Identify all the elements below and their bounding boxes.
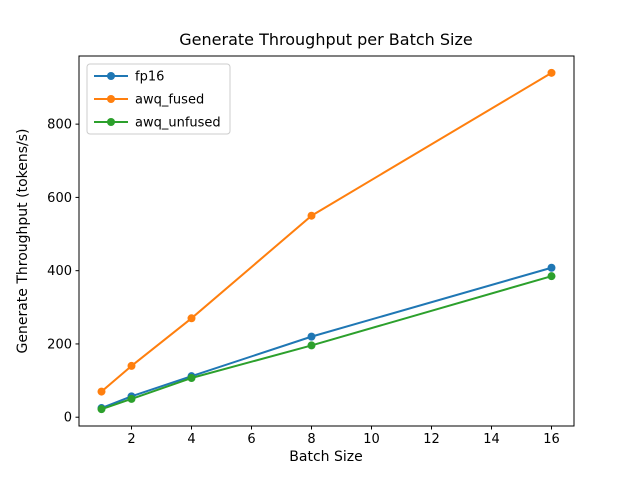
data-point-awq_fused: [547, 68, 556, 77]
x-tick-label: 12: [423, 432, 440, 447]
legend-box: [86, 63, 231, 135]
legend-label-fp16: fp16: [135, 70, 164, 85]
legend-marker-awq_unfused: [107, 118, 115, 126]
data-point-awq_unfused: [307, 341, 316, 350]
data-point-awq_fused: [127, 361, 136, 370]
x-tick-label: 2: [127, 432, 135, 447]
data-point-awq_unfused: [127, 394, 136, 403]
legend-label-awq_unfused: awq_unfused: [135, 116, 221, 131]
x-tick-label: 16: [543, 432, 560, 447]
data-point-awq_fused: [187, 314, 196, 323]
x-tick-label: 10: [363, 432, 380, 447]
x-tick-label: 6: [247, 432, 255, 447]
y-tick-label: 0: [64, 411, 72, 426]
x-axis-label: Batch Size: [289, 449, 362, 465]
y-axis-label: Generate Throughput (tokens/s): [15, 129, 31, 354]
x-tick-label: 14: [483, 432, 500, 447]
x-tick-label: 4: [187, 432, 195, 447]
y-tick-label: 400: [47, 264, 72, 279]
data-point-awq_fused: [97, 387, 106, 396]
data-point-awq_unfused: [97, 405, 106, 414]
series-lines: [97, 68, 556, 414]
data-point-fp16: [307, 332, 316, 341]
data-point-awq_unfused: [187, 374, 196, 383]
chart-title: Generate Throughput per Batch Size: [179, 30, 472, 49]
legend: fp16 awq_fused awq_unfused: [86, 63, 231, 135]
y-tick-label: 600: [47, 191, 72, 206]
legend-marker-fp16: [107, 72, 115, 80]
y-tick-label: 200: [47, 337, 72, 352]
data-point-awq_fused: [307, 211, 316, 220]
y-tick-label: 800: [47, 118, 72, 133]
data-point-fp16: [547, 263, 556, 272]
data-point-awq_unfused: [547, 272, 556, 281]
x-tick-label: 8: [307, 432, 315, 447]
legend-label-awq_fused: awq_fused: [135, 93, 204, 108]
legend-marker-awq_fused: [107, 95, 115, 103]
